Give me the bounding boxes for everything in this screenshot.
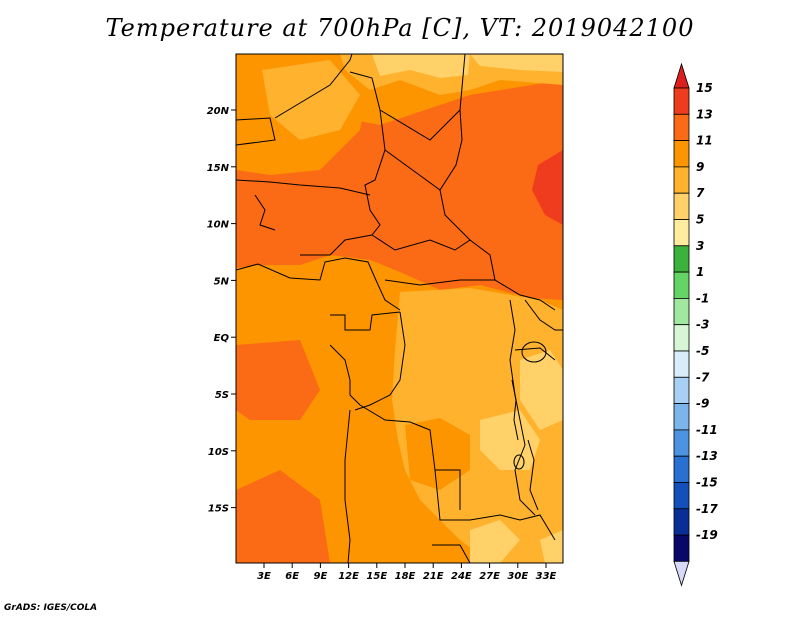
colorbar-label: 1 <box>696 265 704 279</box>
colorbar-label: -15 <box>696 476 718 490</box>
lat-tick-label: 10S <box>208 447 229 458</box>
map-title: Temperature at 700hPa [C], VT: 201904210… <box>105 14 695 42</box>
credit-label: GrADS: IGES/COLA <box>4 603 98 613</box>
colorbar-label: -3 <box>696 318 709 332</box>
colorbar-label: 7 <box>696 186 705 200</box>
lon-tick-label: 21E <box>423 571 444 582</box>
colorbar-segment <box>673 219 690 247</box>
colorbar-segment <box>673 429 690 457</box>
lon-tick-label: 27E <box>479 571 500 582</box>
colorbar-segment <box>673 455 690 483</box>
lon-tick-label: 30E <box>507 571 528 582</box>
lat-tick-label: 20N <box>207 106 230 117</box>
colorbar-segment <box>673 482 690 510</box>
colorbar-label: -1 <box>696 291 709 305</box>
colorbar-segment <box>673 140 690 168</box>
lon-tick-label: 9E <box>314 571 328 582</box>
colorbar-segment <box>673 192 690 220</box>
temperature-field <box>236 54 563 563</box>
lakes <box>511 341 547 511</box>
colorbar-bottom-arrow <box>673 561 690 587</box>
colorbar-top-arrow <box>673 62 690 89</box>
colorbar-segment <box>673 324 690 352</box>
colorbar-label: 13 <box>696 107 713 121</box>
colorbar-segment <box>673 534 690 562</box>
map-frame <box>235 53 564 564</box>
colorbar-segment <box>673 245 690 273</box>
latitude-ticks: 20N 15N 10N 5N EQ 5S 10S 15S <box>207 106 236 515</box>
lon-tick-label: 33E <box>536 571 557 582</box>
lat-tick-label: 15S <box>208 504 229 515</box>
colorbar-segment <box>673 271 690 299</box>
colorbar-label: -5 <box>696 344 709 358</box>
lon-tick-label: 24E <box>451 571 472 582</box>
lat-tick-label: 15N <box>207 163 230 174</box>
colorbar-label: -19 <box>696 528 718 542</box>
lon-tick-label: 3E <box>257 571 271 582</box>
colorbar-segment <box>673 376 690 404</box>
colorbar-segment <box>673 403 690 431</box>
colorbar: 15 13 11 9 7 5 3 1 -1 -3 -5 -7 -9 -11 -13 -15 -17 -19 <box>673 62 718 587</box>
colorbar-label: 9 <box>696 160 704 174</box>
colorbar-label: -7 <box>696 370 710 384</box>
longitude-ticks: 3E 6E 9E 12E 15E 18E 21E 24E 27E 30E 33E <box>257 563 557 582</box>
colorbar-segment <box>673 350 690 378</box>
lon-tick-label: 15E <box>366 571 387 582</box>
lat-tick-label: 10N <box>207 220 230 231</box>
lon-tick-label: 12E <box>338 571 359 582</box>
country-borders <box>236 54 563 563</box>
colorbar-segment <box>673 297 690 326</box>
colorbar-label: 11 <box>696 134 713 148</box>
lon-tick-label: 6E <box>285 571 299 582</box>
colorbar-segment <box>673 166 690 194</box>
lat-tick-label: EQ <box>214 333 230 344</box>
colorbar-label: -9 <box>696 397 709 411</box>
colorbar-label: -13 <box>696 449 718 463</box>
colorbar-label: -17 <box>696 502 718 516</box>
colorbar-segment <box>673 508 690 536</box>
colorbar-label: 5 <box>696 213 704 227</box>
colorbar-segment <box>673 113 690 142</box>
colorbar-label: -11 <box>696 423 718 437</box>
colorbar-label: 3 <box>696 239 704 253</box>
lat-tick-label: 5S <box>215 390 229 401</box>
colorbar-segment <box>673 87 690 115</box>
lat-tick-label: 5N <box>214 276 230 287</box>
colorbar-label: 15 <box>696 81 713 95</box>
lon-tick-label: 18E <box>395 571 416 582</box>
